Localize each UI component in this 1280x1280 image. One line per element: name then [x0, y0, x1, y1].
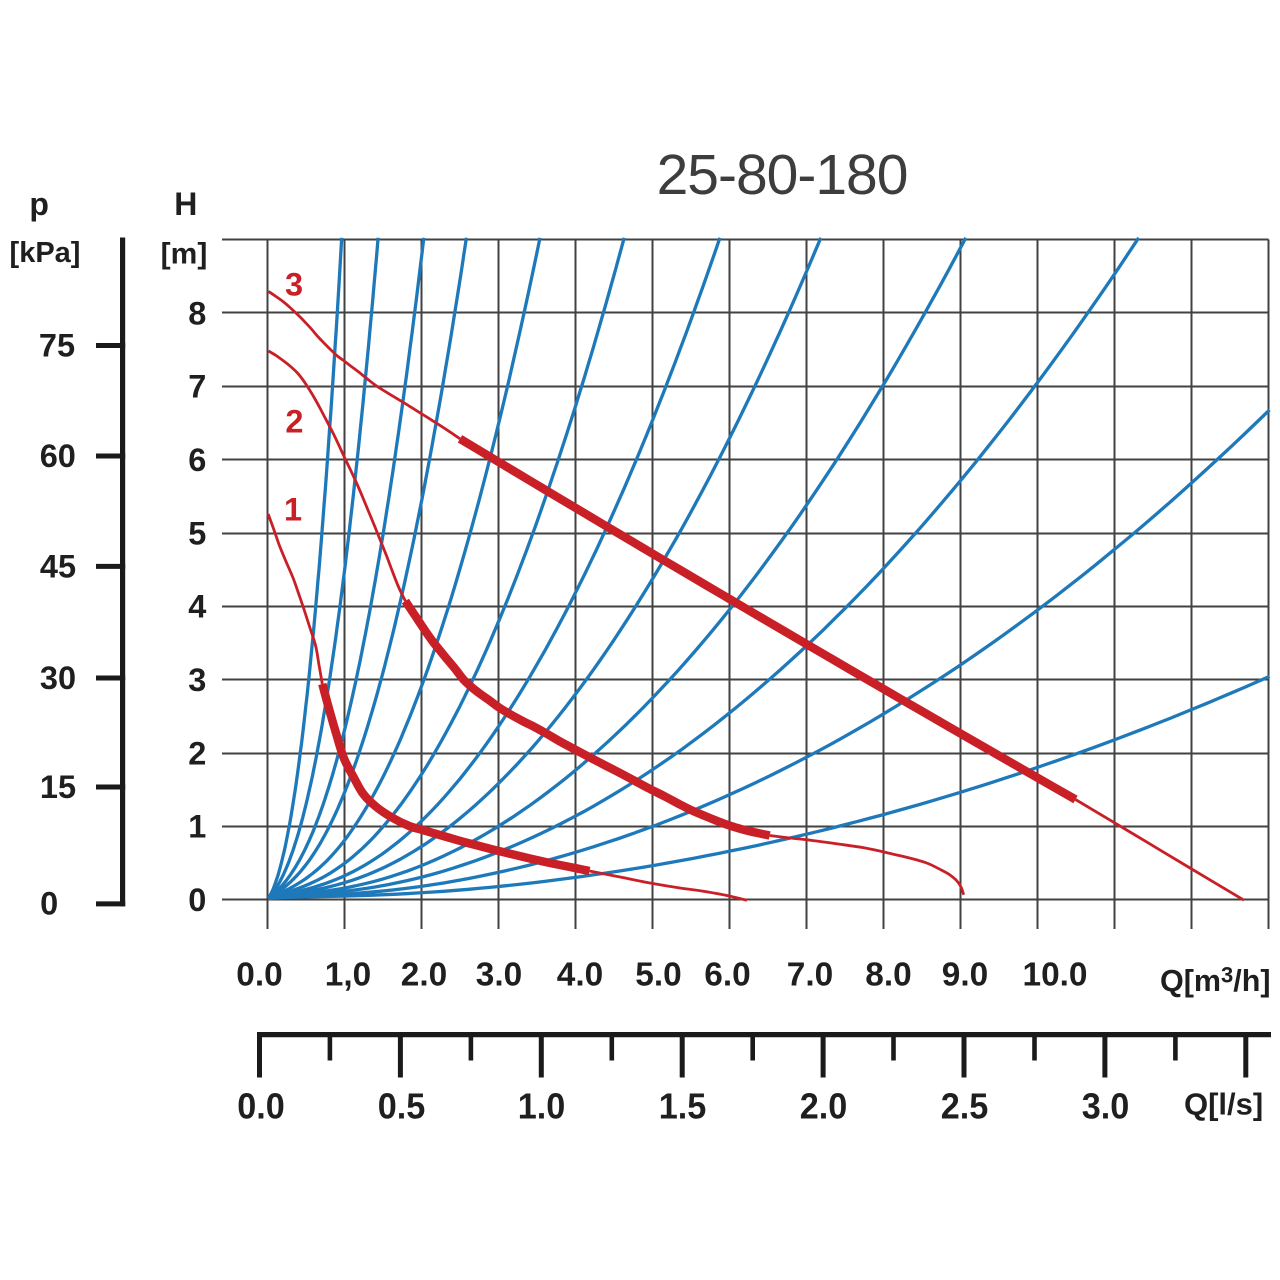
svg-text:[m]: [m]: [161, 238, 208, 271]
svg-text:0.0: 0.0: [237, 1087, 285, 1127]
svg-text:10.0: 10.0: [1023, 957, 1088, 994]
svg-text:4: 4: [188, 589, 206, 625]
svg-text:3.0: 3.0: [476, 957, 522, 994]
svg-text:2.0: 2.0: [800, 1087, 848, 1127]
svg-text:8.0: 8.0: [865, 957, 911, 994]
svg-text:8: 8: [188, 295, 206, 331]
svg-text:0.5: 0.5: [378, 1087, 426, 1127]
svg-text:1.0: 1.0: [518, 1087, 566, 1127]
svg-text:3: 3: [188, 662, 206, 698]
svg-text:5: 5: [188, 515, 206, 551]
svg-text:4.0: 4.0: [557, 957, 603, 994]
svg-text:7.0: 7.0: [787, 957, 833, 994]
svg-text:0: 0: [188, 882, 206, 918]
svg-text:2.0: 2.0: [401, 957, 447, 994]
svg-text:3.0: 3.0: [1082, 1087, 1130, 1127]
svg-text:2: 2: [188, 735, 206, 771]
svg-text:2.5: 2.5: [941, 1087, 989, 1127]
svg-text:7: 7: [188, 369, 206, 405]
svg-text:75: 75: [39, 328, 75, 364]
svg-text:9.0: 9.0: [942, 957, 988, 994]
svg-text:6: 6: [188, 442, 206, 478]
svg-text:60: 60: [40, 438, 76, 474]
svg-text:6.0: 6.0: [704, 957, 750, 994]
svg-text:0.0: 0.0: [236, 957, 282, 994]
svg-text:p: p: [29, 186, 49, 222]
svg-text:30: 30: [40, 660, 76, 696]
svg-text:3: 3: [285, 266, 303, 302]
svg-text:1: 1: [188, 809, 206, 845]
svg-text:2: 2: [285, 403, 303, 439]
svg-text:45: 45: [40, 549, 76, 585]
svg-text:5.0: 5.0: [635, 957, 681, 994]
svg-text:15: 15: [40, 769, 76, 805]
svg-text:0: 0: [40, 886, 58, 922]
svg-text:Q[m3/h]: Q[m3/h]: [1160, 963, 1271, 999]
svg-text:25-80-180: 25-80-180: [657, 143, 908, 207]
svg-text:1: 1: [284, 491, 302, 527]
svg-text:Q[l/s]: Q[l/s]: [1184, 1087, 1263, 1122]
svg-text:[kPa]: [kPa]: [10, 237, 81, 269]
svg-text:1,0: 1,0: [325, 957, 371, 994]
svg-text:1.5: 1.5: [659, 1087, 707, 1127]
svg-text:H: H: [174, 186, 197, 222]
